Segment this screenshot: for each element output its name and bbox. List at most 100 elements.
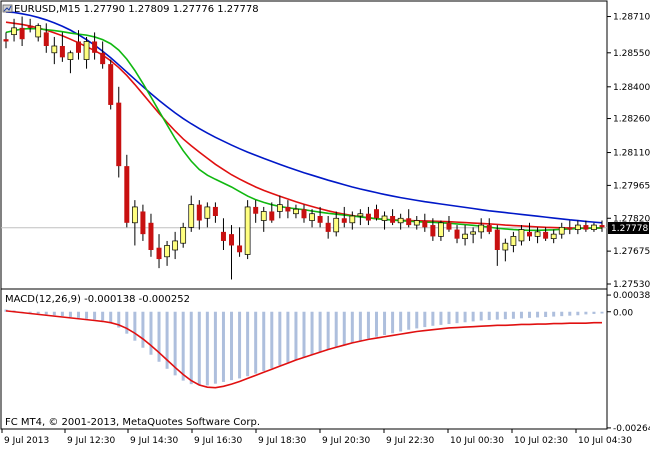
- candle-body: [11, 27, 17, 36]
- symbol-header: EURUSD,M15 1.27790 1.27809 1.27776 1.277…: [14, 4, 259, 15]
- macd-bar: [197, 311, 201, 386]
- macd-bar: [423, 311, 427, 328]
- candle-body: [325, 222, 331, 232]
- candle-body: [486, 225, 492, 232]
- candle-body: [180, 226, 187, 244]
- macd-bar: [173, 311, 177, 376]
- macd-bar: [101, 311, 105, 321]
- bear-candle: [269, 202, 275, 223]
- bear-candle: [229, 225, 235, 280]
- macd-tick-label: 0.00038: [613, 291, 650, 301]
- candle-body: [212, 206, 218, 216]
- current-price-label: 1.27778: [611, 224, 648, 234]
- bear-candle: [140, 204, 146, 241]
- candle-body: [244, 206, 251, 255]
- bull-candle: [550, 229, 557, 244]
- bull-candle: [518, 225, 525, 246]
- macd-bar: [270, 311, 274, 369]
- bull-candle: [349, 211, 356, 230]
- candle-body: [462, 233, 468, 240]
- macd-bar: [511, 311, 515, 319]
- bear-candle: [543, 227, 549, 241]
- time-tick-label: 9 Jul 12:30: [67, 436, 116, 446]
- bull-candle: [534, 227, 541, 244]
- time-tick-label: 10 Jul 02:30: [514, 436, 568, 446]
- macd-bar: [366, 311, 370, 339]
- bear-candle: [253, 200, 259, 223]
- candle-body: [527, 231, 533, 237]
- bear-candle: [373, 204, 379, 221]
- macd-bar: [133, 311, 137, 341]
- candle-body: [172, 240, 178, 251]
- bull-candle: [180, 222, 187, 248]
- candle-body: [438, 222, 444, 237]
- macd-bar: [463, 311, 467, 323]
- candle-body: [317, 216, 323, 223]
- macd-bar: [149, 311, 153, 355]
- macd-bar: [294, 311, 298, 360]
- candle-body: [229, 234, 235, 246]
- bull-candle: [413, 216, 420, 230]
- macd-bar: [85, 311, 89, 319]
- macd-bar: [536, 311, 540, 318]
- bear-candle: [599, 220, 605, 232]
- macd-bar: [36, 311, 40, 314]
- price-tick-label: 1.28710: [613, 13, 650, 23]
- red-moving-average-line: [5, 21, 602, 229]
- candle-body: [83, 41, 90, 60]
- bear-candle: [494, 225, 500, 266]
- candle-body: [156, 247, 162, 260]
- candle-body: [446, 222, 452, 230]
- bull-candle: [397, 213, 404, 230]
- bull-candle: [558, 222, 565, 239]
- macd-bar: [592, 311, 596, 314]
- macd-bar: [439, 311, 443, 325]
- macd-bar: [350, 311, 354, 343]
- candle-body: [430, 225, 436, 237]
- bull-candle: [276, 195, 283, 219]
- macd-bar: [342, 311, 346, 346]
- candle-body: [260, 211, 267, 221]
- bull-candle: [510, 231, 517, 253]
- macd-bar: [544, 311, 548, 318]
- macd-bar: [44, 311, 48, 315]
- candle-body: [27, 25, 33, 28]
- blue-moving-average-line: [5, 11, 603, 224]
- candle-body: [132, 206, 138, 224]
- bear-candle: [92, 32, 98, 60]
- candle-body: [341, 218, 347, 223]
- bull-candle: [591, 222, 597, 232]
- macd-bar: [495, 311, 499, 320]
- bear-candle: [156, 234, 162, 269]
- macd-bar: [262, 311, 266, 371]
- price-tick-label: 1.28260: [613, 115, 650, 125]
- time-tick-label: 10 Jul 00:30: [450, 436, 504, 446]
- bull-candle: [381, 211, 388, 230]
- macd-bar: [560, 311, 564, 317]
- macd-bar: [125, 311, 129, 334]
- macd-bar: [302, 311, 306, 358]
- macd-bar: [576, 311, 580, 316]
- macd-bar: [68, 311, 72, 318]
- bull-candle: [204, 202, 211, 228]
- candle-body: [35, 25, 42, 38]
- price-tick-label: 1.27675: [613, 247, 650, 257]
- candle-body: [470, 231, 476, 235]
- candle-body: [293, 208, 299, 215]
- bear-candle: [19, 16, 25, 46]
- candle-body: [502, 242, 509, 251]
- candle-body: [357, 213, 364, 217]
- macd-bar: [286, 311, 290, 363]
- candle-body: [583, 225, 589, 230]
- candle-body: [373, 209, 379, 219]
- bear-candle: [220, 218, 226, 250]
- bear-candle: [583, 220, 589, 232]
- bull-candle: [244, 200, 251, 260]
- bull-candle: [470, 227, 476, 244]
- macd-bar: [4, 309, 8, 312]
- candle-body: [454, 229, 460, 239]
- time-tick-label: 9 Jul 18:30: [258, 436, 307, 446]
- bear-candle: [148, 213, 154, 257]
- candle-body: [309, 213, 315, 221]
- time-axis: 9 Jul 2013 9 Jul 12:30 9 Jul 14:30 9 Jul 16…: [1, 429, 632, 446]
